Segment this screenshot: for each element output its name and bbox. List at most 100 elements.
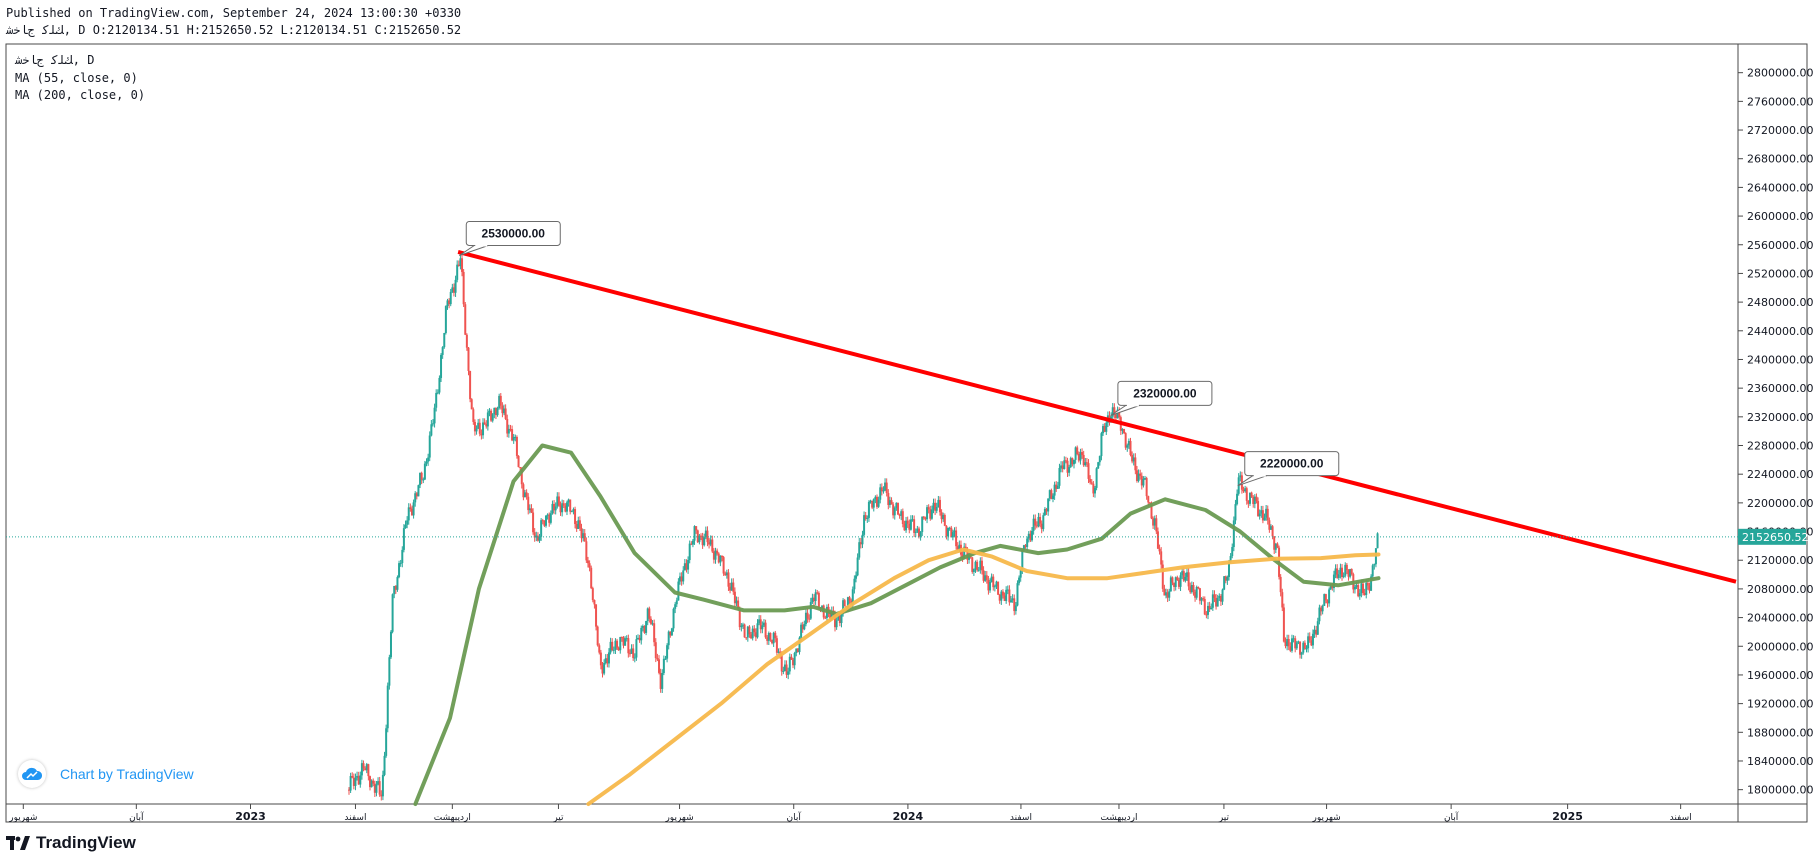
candle-up bbox=[977, 569, 980, 571]
candle-up bbox=[1200, 598, 1203, 601]
candle-down bbox=[1203, 599, 1206, 615]
candle-down bbox=[950, 527, 953, 538]
candle-up bbox=[884, 482, 887, 491]
candle-up bbox=[814, 592, 817, 601]
candle-up bbox=[1370, 576, 1373, 591]
candle-up bbox=[404, 524, 407, 529]
candle-down bbox=[1039, 516, 1042, 524]
candle-up bbox=[788, 656, 791, 672]
candle-down bbox=[578, 520, 581, 529]
candle-up bbox=[709, 539, 712, 545]
candle-up bbox=[475, 428, 478, 432]
callout-box[interactable] bbox=[1244, 451, 1340, 477]
candle-up bbox=[1211, 594, 1214, 608]
candle-down bbox=[1034, 518, 1037, 526]
candle-up bbox=[433, 407, 436, 424]
legend-symbol[interactable]: ﻚﻠﻛ ﺝﺎﺧﺷ, D bbox=[15, 53, 95, 67]
candle-down bbox=[632, 648, 635, 659]
candle-up bbox=[540, 520, 543, 537]
candle-up bbox=[488, 410, 491, 413]
candle-up bbox=[1239, 475, 1242, 478]
candle-up bbox=[607, 652, 610, 664]
candle-down bbox=[748, 626, 751, 635]
candle-up bbox=[633, 657, 636, 659]
candle-down bbox=[1040, 523, 1043, 530]
candle-up bbox=[1342, 575, 1345, 577]
x-tick-label: 2025 bbox=[1552, 810, 1583, 823]
candle-up bbox=[714, 550, 717, 560]
candle-down bbox=[410, 508, 413, 516]
candle-down bbox=[1250, 492, 1253, 497]
candle-up bbox=[360, 763, 363, 776]
candle-down bbox=[955, 530, 958, 547]
candle-up bbox=[756, 623, 759, 638]
candle-down bbox=[1320, 607, 1323, 612]
x-tick-label: اسفند bbox=[1010, 813, 1032, 823]
y-tick-label: 2360000.00 bbox=[1747, 382, 1813, 395]
candle-up bbox=[1365, 582, 1368, 595]
candle-up bbox=[567, 499, 570, 503]
candle-up bbox=[958, 544, 961, 550]
candle-down bbox=[536, 535, 539, 541]
candle-down bbox=[380, 794, 383, 797]
candle-down bbox=[467, 347, 470, 371]
candle-up bbox=[438, 377, 441, 393]
candle-down bbox=[976, 561, 979, 571]
candle-up bbox=[612, 649, 615, 651]
candle-down bbox=[796, 648, 799, 653]
candle-down bbox=[945, 525, 948, 537]
candle-up bbox=[398, 563, 401, 578]
candle-up bbox=[498, 395, 501, 409]
candle-up bbox=[1105, 422, 1108, 432]
chart-watermark[interactable]: Chart by TradingView bbox=[18, 760, 194, 788]
brand-label: TradingView bbox=[36, 833, 136, 852]
legend-ma200[interactable]: MA (200, close, 0) bbox=[15, 88, 146, 102]
candle-up bbox=[882, 490, 885, 492]
candle-down bbox=[813, 597, 816, 601]
candle-down bbox=[1145, 478, 1148, 497]
candle-down bbox=[864, 515, 867, 519]
candle-up bbox=[1329, 586, 1332, 590]
candle-up bbox=[1181, 571, 1184, 576]
candle-down bbox=[599, 652, 602, 666]
callout-box[interactable] bbox=[465, 221, 561, 247]
ma55-line[interactable] bbox=[413, 443, 1381, 806]
candle-down bbox=[917, 528, 920, 537]
candle-down bbox=[1082, 454, 1085, 466]
candle-up bbox=[1000, 591, 1003, 601]
candle-up bbox=[972, 568, 975, 572]
candle-down bbox=[1066, 460, 1069, 473]
candle-up bbox=[1328, 589, 1331, 604]
tradingview-brand[interactable]: TradingView bbox=[6, 833, 136, 853]
candle-up bbox=[677, 581, 680, 601]
candle-up bbox=[688, 543, 691, 561]
trendline[interactable] bbox=[457, 249, 1737, 584]
callout-box[interactable] bbox=[1117, 380, 1213, 406]
candle-down bbox=[1194, 591, 1197, 598]
candle-down bbox=[586, 560, 589, 564]
candle-down bbox=[1182, 571, 1185, 581]
y-tick-label: 2800000.00 bbox=[1747, 67, 1813, 80]
candle-down bbox=[465, 334, 468, 348]
candle-up bbox=[866, 517, 869, 519]
candle-up bbox=[1137, 473, 1140, 482]
candle-down bbox=[548, 514, 551, 523]
candle-down bbox=[759, 619, 762, 630]
candle-down bbox=[591, 588, 594, 601]
candle-down bbox=[724, 573, 727, 576]
candle-down bbox=[588, 563, 591, 568]
candle-up bbox=[1274, 543, 1277, 550]
legend-ma55[interactable]: MA (55, close, 0) bbox=[15, 71, 138, 85]
candle-up bbox=[1179, 575, 1182, 587]
candle-up bbox=[427, 457, 430, 462]
candle-up bbox=[1223, 576, 1226, 590]
candle-down bbox=[643, 625, 646, 633]
candle-down bbox=[711, 539, 714, 552]
x-tick-label: شهریور bbox=[8, 813, 37, 823]
candle-up bbox=[386, 685, 389, 729]
x-tick-label: 2024 bbox=[893, 810, 924, 823]
candle-down bbox=[1219, 595, 1222, 602]
ma200-line[interactable] bbox=[586, 547, 1381, 806]
candle-up bbox=[1058, 467, 1061, 486]
